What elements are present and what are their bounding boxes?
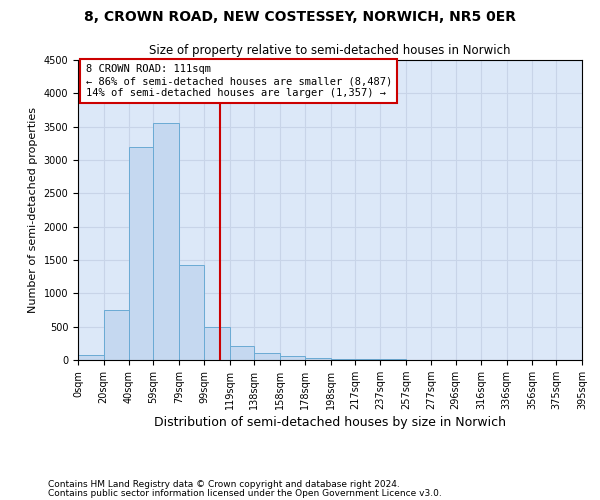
Y-axis label: Number of semi-detached properties: Number of semi-detached properties: [28, 107, 38, 313]
Bar: [205, 326, 230, 360]
Bar: [104, 310, 129, 360]
Bar: [331, 358, 355, 360]
Bar: [305, 358, 331, 360]
Bar: [254, 354, 280, 360]
X-axis label: Distribution of semi-detached houses by size in Norwich: Distribution of semi-detached houses by …: [154, 416, 506, 429]
Bar: [78, 355, 104, 360]
Text: 8 CROWN ROAD: 111sqm
← 86% of semi-detached houses are smaller (8,487)
14% of se: 8 CROWN ROAD: 111sqm ← 86% of semi-detac…: [86, 64, 392, 98]
Bar: [355, 359, 380, 360]
Title: Size of property relative to semi-detached houses in Norwich: Size of property relative to semi-detach…: [149, 44, 511, 58]
Bar: [280, 356, 305, 360]
Bar: [179, 266, 205, 360]
Text: 8, CROWN ROAD, NEW COSTESSEY, NORWICH, NR5 0ER: 8, CROWN ROAD, NEW COSTESSEY, NORWICH, N…: [84, 10, 516, 24]
Text: Contains HM Land Registry data © Crown copyright and database right 2024.: Contains HM Land Registry data © Crown c…: [48, 480, 400, 489]
Bar: [153, 124, 179, 360]
Bar: [230, 346, 254, 360]
Text: Contains public sector information licensed under the Open Government Licence v3: Contains public sector information licen…: [48, 490, 442, 498]
Bar: [129, 146, 153, 360]
